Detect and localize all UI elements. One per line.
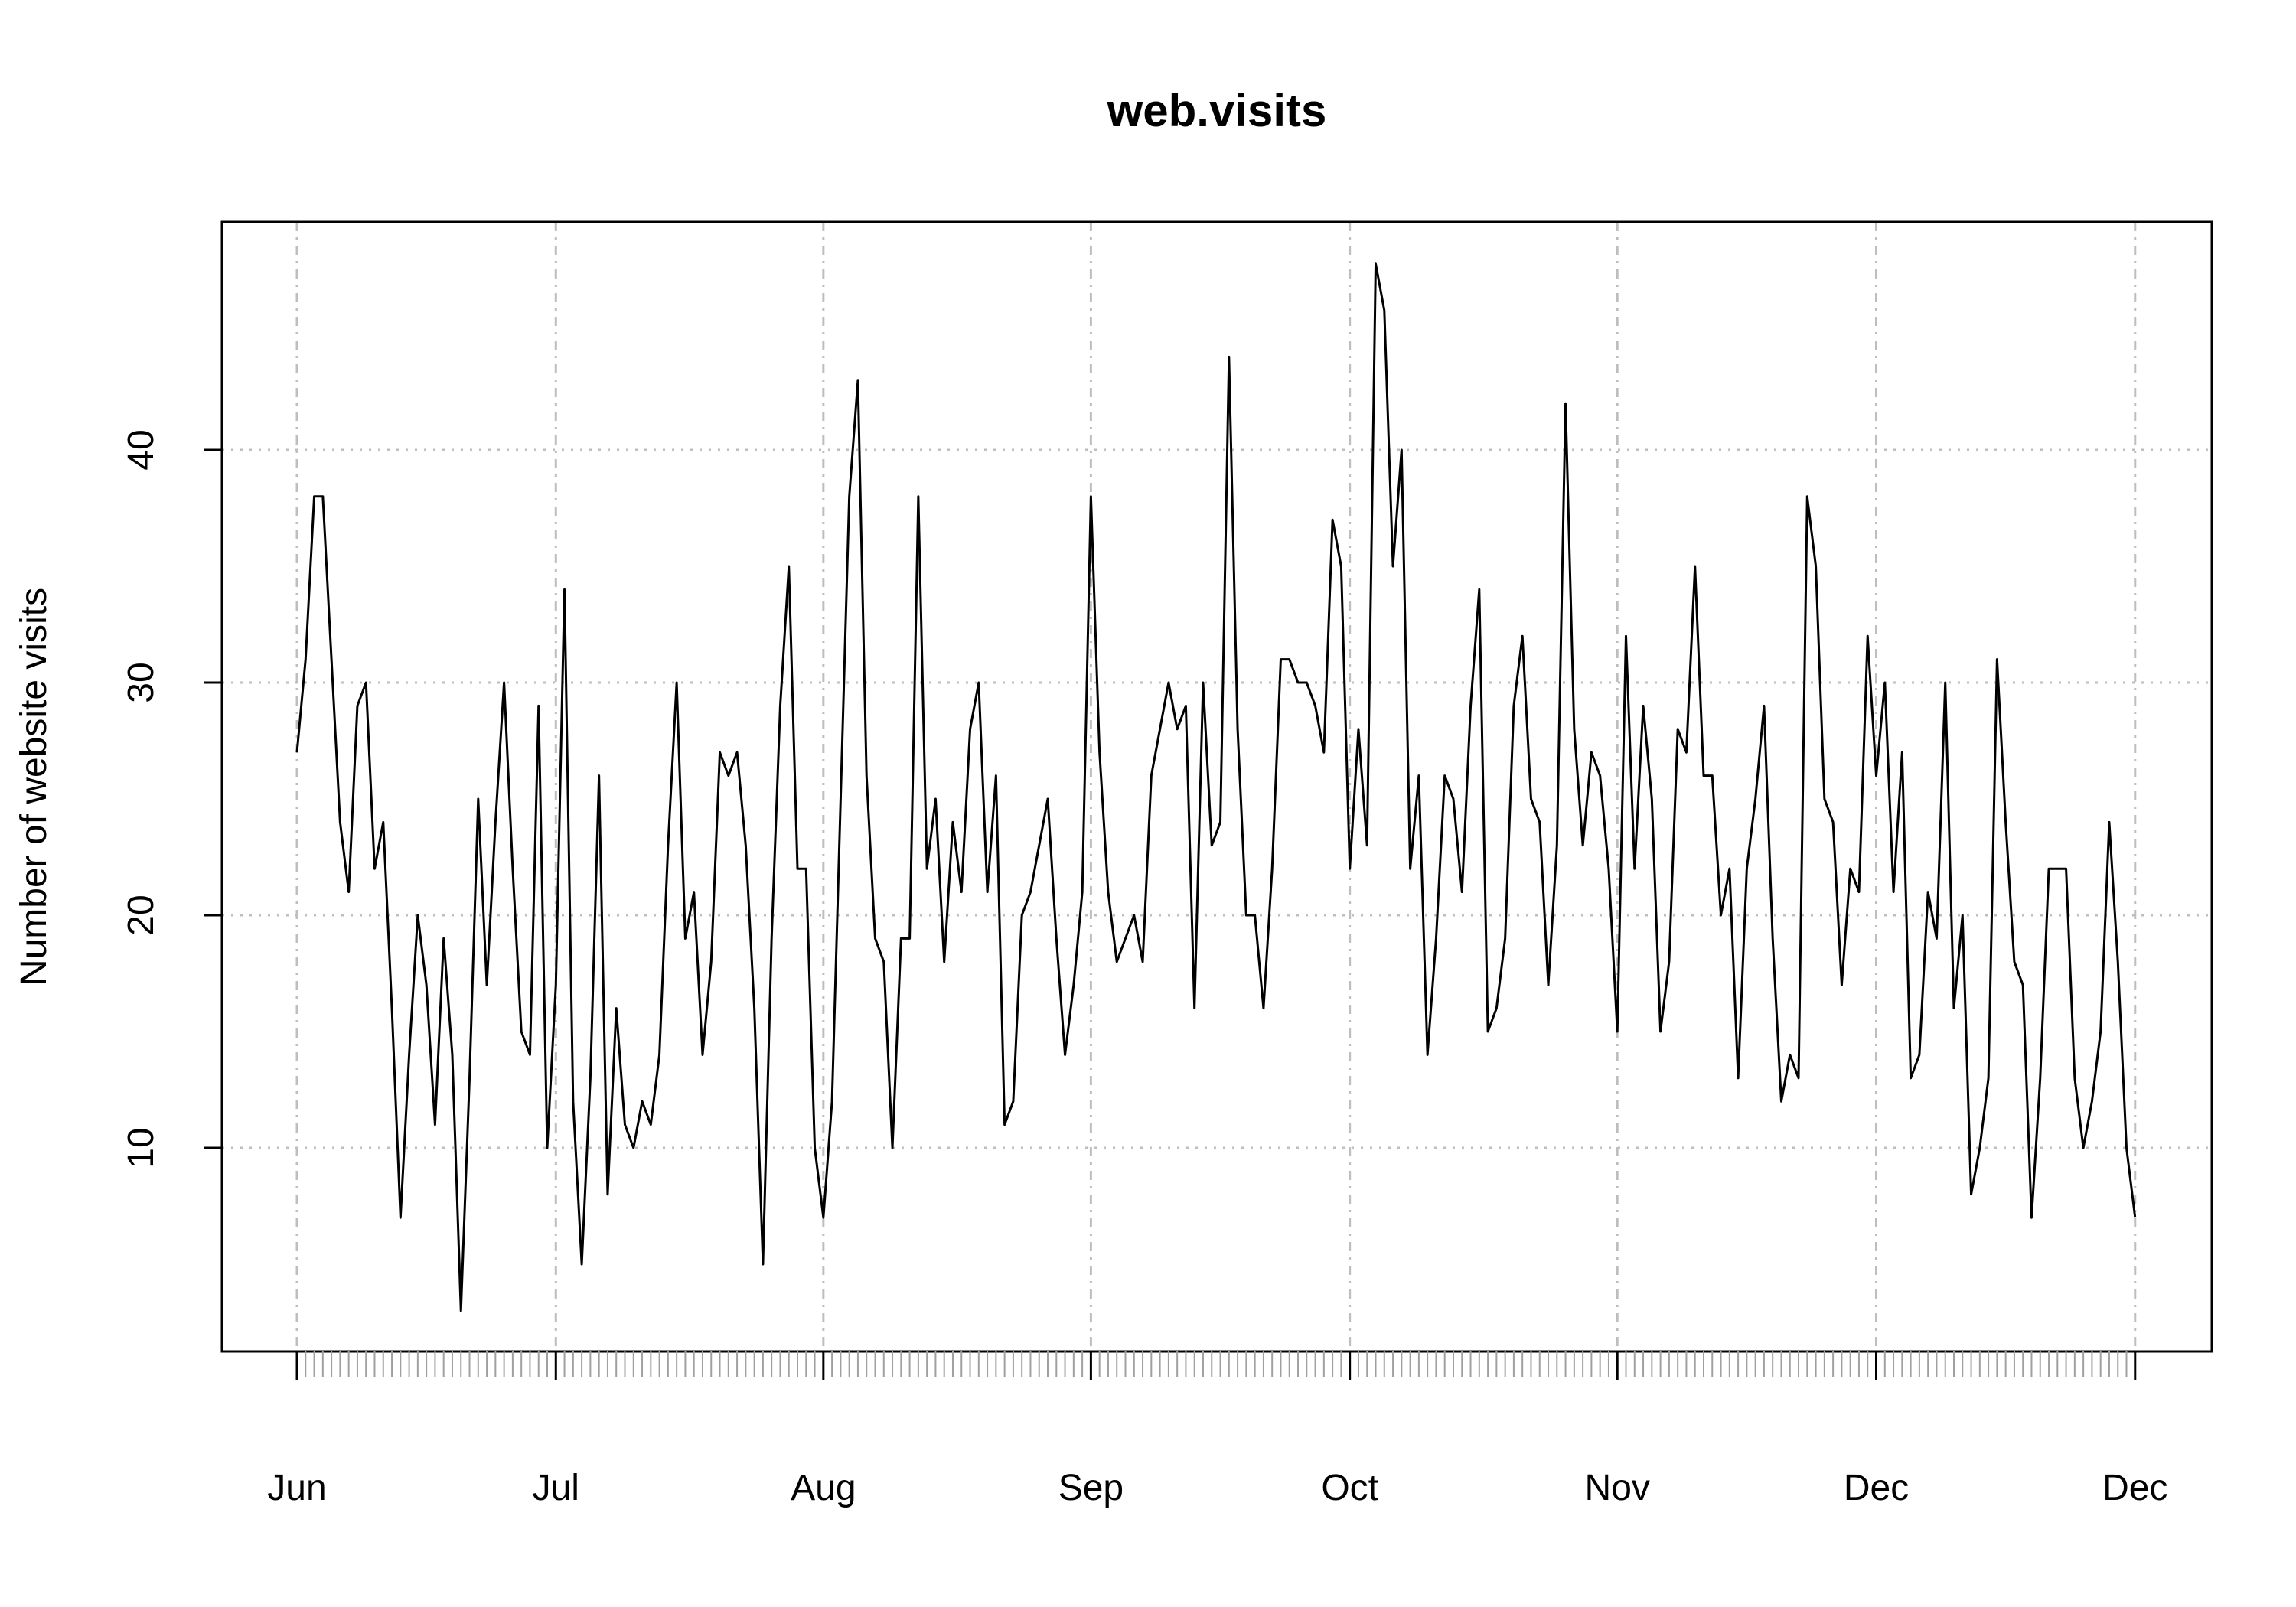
series-layer xyxy=(295,262,2137,1312)
y-axis: 10 20 30 40 xyxy=(121,429,222,1169)
series-line xyxy=(295,262,2137,1312)
chart-title: web.visits xyxy=(1107,85,1327,136)
y-axis-label: Number of website visits xyxy=(14,588,54,986)
x-tick-label: Nov xyxy=(1585,1468,1650,1508)
y-tick-label: 20 xyxy=(121,895,161,935)
x-tick-label: Aug xyxy=(791,1468,856,1508)
y-tick-label: 30 xyxy=(121,662,161,702)
x-tick-label: Dec xyxy=(2102,1468,2167,1508)
y-tick-label: 10 xyxy=(121,1127,161,1168)
x-axis: Jun Jul Aug Sep Oct Nov Dec Dec xyxy=(267,1351,2167,1508)
x-tick-label: Sep xyxy=(1058,1468,1124,1508)
x-tick-label: Oct xyxy=(1321,1468,1378,1508)
x-tick-label: Jun xyxy=(267,1468,326,1508)
y-tick-label: 40 xyxy=(121,429,161,470)
x-tick-label: Dec xyxy=(1844,1468,1909,1508)
grid-lines xyxy=(222,222,2212,1351)
x-tick-label: Jul xyxy=(533,1468,579,1508)
plot-frame xyxy=(220,220,2213,1353)
